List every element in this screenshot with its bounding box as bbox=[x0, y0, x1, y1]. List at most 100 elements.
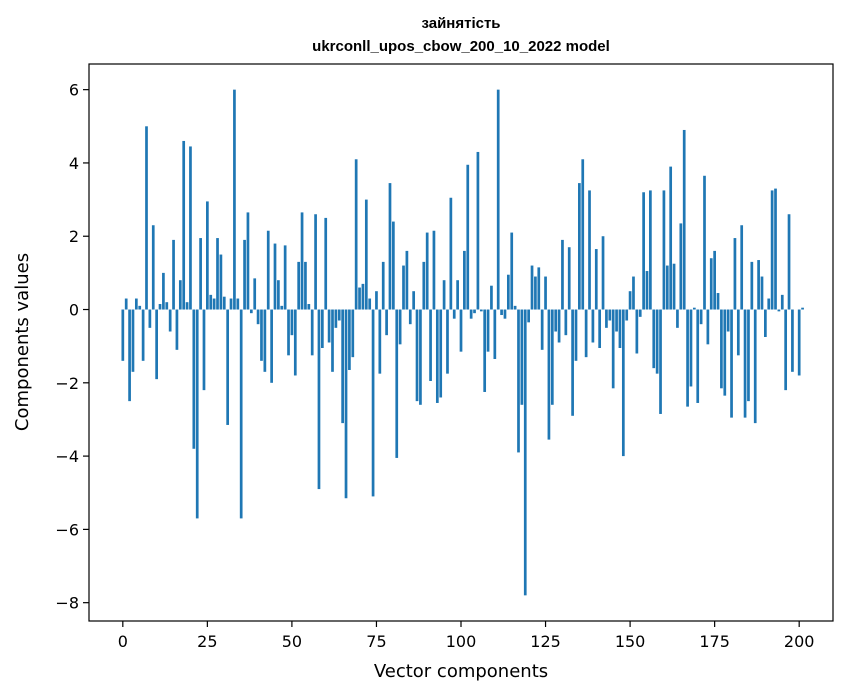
bar bbox=[260, 309, 263, 361]
bar bbox=[689, 309, 693, 387]
bar bbox=[314, 214, 317, 310]
bar bbox=[233, 89, 236, 310]
bar bbox=[506, 274, 510, 310]
bar bbox=[598, 309, 602, 348]
bar bbox=[692, 307, 696, 310]
bar bbox=[209, 294, 213, 310]
bar bbox=[621, 309, 625, 457]
bar bbox=[780, 294, 784, 310]
bar bbox=[770, 190, 774, 310]
bar bbox=[168, 309, 172, 332]
bar bbox=[615, 309, 618, 332]
bar bbox=[801, 307, 804, 310]
bar bbox=[128, 309, 131, 402]
bar bbox=[642, 192, 645, 310]
bar bbox=[503, 309, 507, 319]
bar bbox=[662, 190, 666, 310]
bar bbox=[229, 298, 233, 310]
bar bbox=[226, 309, 230, 425]
bar bbox=[632, 276, 635, 310]
x-tick-label: 200 bbox=[784, 632, 815, 651]
x-tick-label: 125 bbox=[530, 632, 561, 651]
bar bbox=[797, 309, 801, 376]
bar bbox=[358, 287, 361, 310]
bar bbox=[249, 309, 253, 314]
bar bbox=[618, 309, 622, 348]
y-tick-label: −8 bbox=[55, 594, 79, 613]
bar bbox=[517, 309, 520, 453]
bar bbox=[564, 309, 568, 336]
bar bbox=[165, 302, 169, 310]
bar bbox=[155, 309, 158, 380]
bar bbox=[490, 285, 493, 310]
y-axis-label: Components values bbox=[12, 253, 33, 431]
bar bbox=[540, 309, 544, 350]
bar bbox=[449, 197, 453, 310]
bar bbox=[297, 261, 301, 310]
bar bbox=[747, 309, 750, 402]
y-tick-label: 2 bbox=[69, 227, 79, 246]
bar bbox=[320, 309, 324, 348]
bar bbox=[138, 305, 142, 310]
bar bbox=[493, 309, 497, 359]
bar bbox=[151, 225, 155, 310]
bar bbox=[337, 309, 341, 321]
bar bbox=[669, 166, 673, 310]
bar bbox=[182, 140, 186, 310]
bar bbox=[162, 272, 165, 310]
bar bbox=[757, 260, 760, 310]
bar bbox=[172, 239, 175, 310]
bar bbox=[561, 239, 564, 310]
bar bbox=[422, 261, 426, 310]
bar bbox=[452, 309, 456, 319]
bar bbox=[777, 309, 781, 312]
bars-group bbox=[121, 89, 804, 596]
bar bbox=[547, 309, 551, 440]
plot-frame bbox=[88, 63, 834, 622]
bar bbox=[635, 309, 639, 354]
bar bbox=[189, 146, 192, 310]
bar bbox=[385, 309, 388, 336]
bar bbox=[145, 126, 148, 310]
bar bbox=[537, 267, 541, 310]
bar bbox=[520, 309, 524, 405]
bar bbox=[530, 265, 534, 310]
bar bbox=[473, 309, 476, 314]
bar bbox=[730, 309, 733, 418]
bar bbox=[659, 309, 662, 414]
bar bbox=[645, 271, 649, 310]
x-tick-label: 175 bbox=[699, 632, 730, 651]
y-tick-label: −2 bbox=[55, 374, 79, 393]
x-tick-label: 150 bbox=[615, 632, 646, 651]
bar bbox=[523, 309, 527, 596]
bar bbox=[753, 309, 757, 424]
bar bbox=[361, 283, 365, 310]
bar bbox=[432, 230, 436, 310]
bar bbox=[442, 280, 446, 310]
bar bbox=[726, 309, 730, 332]
bar bbox=[256, 309, 260, 325]
bar bbox=[381, 261, 385, 310]
bar bbox=[652, 309, 656, 369]
bar bbox=[134, 298, 138, 310]
bar bbox=[591, 309, 595, 343]
bar bbox=[236, 298, 240, 310]
bar bbox=[672, 263, 676, 310]
bar bbox=[682, 129, 686, 310]
bar bbox=[341, 309, 344, 424]
bar bbox=[527, 309, 530, 323]
bar bbox=[767, 298, 771, 310]
bar bbox=[378, 309, 382, 374]
bar bbox=[578, 183, 581, 310]
bar bbox=[277, 280, 280, 310]
y-tick-label: −4 bbox=[55, 447, 79, 466]
bar bbox=[290, 309, 294, 336]
bar bbox=[476, 151, 480, 310]
y-axis-ticks: −8 −6 −4 −2 0 2 4 6 bbox=[55, 81, 89, 613]
bar bbox=[764, 309, 767, 337]
bar bbox=[300, 212, 304, 310]
bar bbox=[212, 298, 216, 310]
bar bbox=[479, 309, 483, 312]
bar bbox=[175, 309, 179, 350]
bar bbox=[148, 309, 152, 328]
